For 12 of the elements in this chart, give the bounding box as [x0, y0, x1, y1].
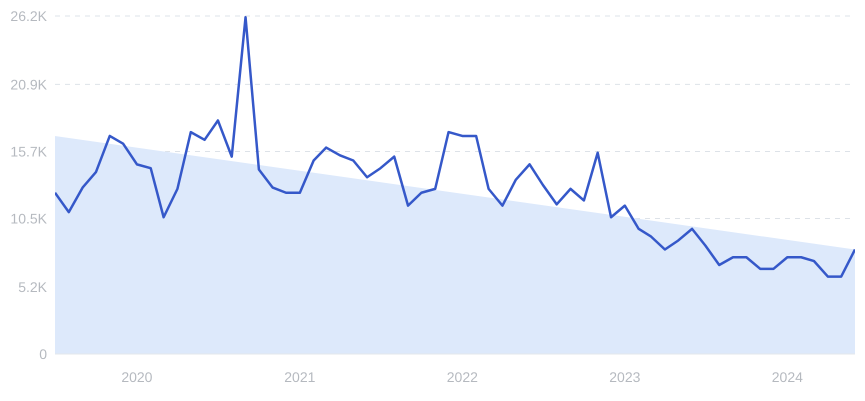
x-tick-label: 2020	[121, 368, 153, 385]
y-tick-label: 20.9K	[10, 76, 48, 92]
x-tick-label: 2023	[609, 368, 641, 385]
x-tick-label: 2021	[284, 368, 316, 385]
line-series	[55, 16, 855, 278]
y-tick-label: 5.2K	[18, 278, 48, 295]
y-tick-label: 15.7K	[10, 143, 48, 160]
x-tick-label: 2024	[772, 368, 804, 385]
x-tick-label: 2022	[446, 368, 478, 385]
y-tick-label: 10.5K	[10, 210, 48, 227]
y-tick-label: 26.2K	[10, 8, 48, 24]
y-tick-label: 0	[39, 346, 48, 362]
